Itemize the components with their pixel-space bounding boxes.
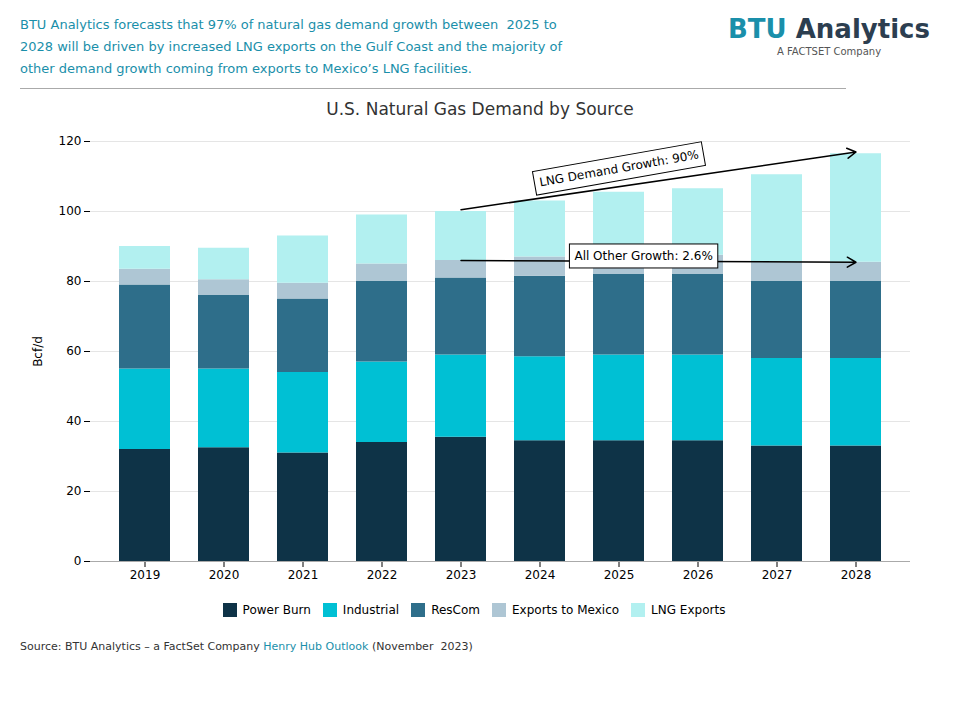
svg-text:0: 0 [74,554,82,568]
html-text:2028 will be driven by increas: 2028 will be driven by increased LNG exp… [20,39,562,54]
html-text:BTU Analytics forecasts that 9: BTU Analytics forecasts that 97% of natu… [20,17,557,32]
svg-text:60: 60 [66,344,81,358]
html-text:Industrial: Industrial [342,602,400,617]
svg-text:40: 40 [66,414,81,428]
html-text:A FACTSET Company: A FACTSET Company [776,46,882,57]
svg-text:2022: 2022 [367,568,398,582]
svg-text:2028: 2028 [841,568,872,582]
html-text:ResCom: ResCom [431,602,480,617]
html-text:U.S. Natural Gas Demand by Sou: U.S. Natural Gas Demand by Source [326,99,634,119]
svg-text:2027: 2027 [762,568,793,582]
html-text:Power Burn: Power Burn [242,602,311,617]
svg-text:All Other Growth: 2.6%: All Other Growth: 2.6% [574,249,712,263]
html-text:Source: BTU Analytics – a Fact: Source: BTU Analytics – a FactSet Compan… [20,640,473,653]
html-text:other demand growth coming fro: other demand growth coming from exports … [20,61,472,76]
svg-text:2025: 2025 [604,568,635,582]
svg-text:80: 80 [66,274,81,288]
svg-text:LNG Demand Growth: 90%: LNG Demand Growth: 90% [538,148,699,190]
svg-text:2024: 2024 [525,568,556,582]
svg-text:20: 20 [66,484,81,498]
html-text:LNG Exports: LNG Exports [651,602,726,617]
svg-text:2019: 2019 [130,568,161,582]
svg-text:100: 100 [59,204,82,218]
svg-text:2026: 2026 [683,568,714,582]
html-text:BTU Analytics: BTU Analytics [728,14,930,44]
html-text:Exports to Mexico: Exports to Mexico [512,602,620,617]
svg-text:Bcf/d: Bcf/d [31,336,45,367]
svg-text:2023: 2023 [446,568,477,582]
svg-text:2020: 2020 [209,568,240,582]
svg-text:120: 120 [59,134,82,148]
svg-text:2021: 2021 [288,568,319,582]
